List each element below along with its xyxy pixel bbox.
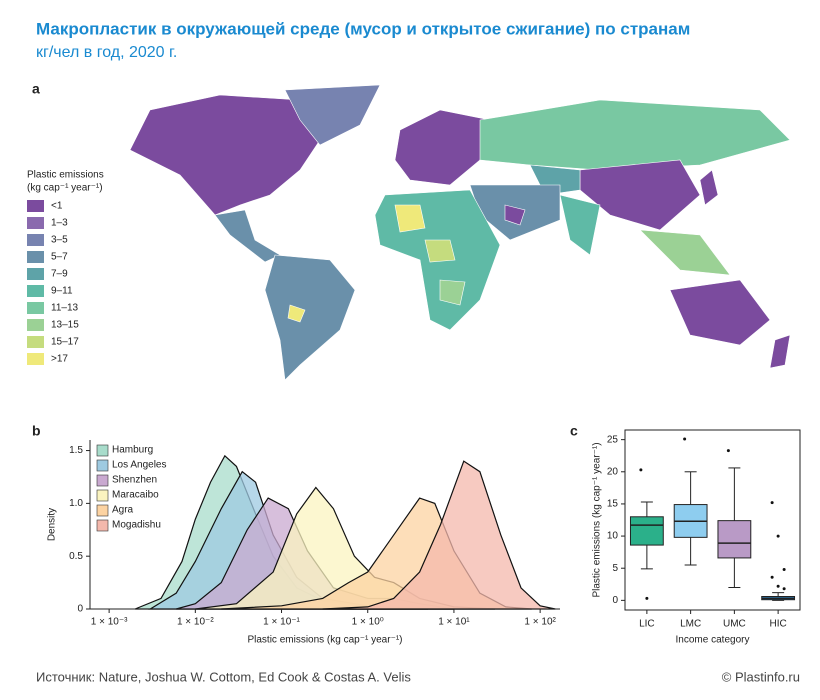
legend-label: Maracaibo (112, 490, 159, 501)
source: Источник: Nature, Joshua W. Cottom, Ed C… (36, 669, 411, 684)
x-axis-label: Plastic emissions (kg cap⁻¹ year⁻¹) (247, 635, 402, 646)
plot-frame (624, 429, 801, 611)
x-tick-label: 1 × 10⁻² (177, 617, 214, 628)
legend-label: 3–5 (51, 235, 68, 246)
outlier (639, 468, 643, 472)
outlier (776, 534, 780, 538)
legend-swatch (96, 504, 109, 517)
y-tick-label: 25 (607, 434, 619, 445)
outlier (782, 568, 786, 571)
box (717, 520, 752, 559)
panel-label: c (570, 423, 578, 439)
outlier (776, 584, 780, 588)
panel-label: b (32, 423, 41, 439)
world-map (129, 84, 791, 381)
legend-swatch (27, 285, 44, 297)
legend-swatch (27, 234, 44, 246)
legend-swatch (96, 489, 109, 502)
legend-swatch (27, 336, 44, 348)
legend-swatch (27, 217, 44, 229)
x-tick-label: 1 × 10¹ (438, 617, 470, 628)
x-tick-label: LMC (680, 619, 701, 630)
x-tick-label: LIC (639, 619, 655, 630)
x-tick-label: UMC (723, 619, 746, 630)
legend-label: <1 (51, 201, 63, 212)
legend-swatch (96, 459, 109, 472)
legend-label: Agra (112, 505, 134, 516)
x-tick-label: 1 × 10⁻³ (91, 617, 128, 628)
y-tick-label: 0.5 (69, 551, 83, 562)
legend-label: >17 (51, 354, 68, 365)
legend-swatch (27, 200, 44, 212)
legend-label: Mogadishu (112, 520, 161, 531)
legend-swatch (96, 444, 109, 457)
outlier (770, 501, 774, 505)
y-axis-label: Density (47, 508, 58, 541)
y-tick-label: 0 (77, 604, 83, 615)
outlier (770, 575, 774, 579)
legend-swatch (27, 251, 44, 263)
credit: © Plastinfo.ru (722, 669, 800, 684)
x-tick-label: 1 × 10² (524, 617, 556, 628)
legend-label: 11–13 (51, 303, 79, 314)
outlier (645, 596, 649, 600)
legend-swatch (27, 268, 44, 280)
legend-swatch (96, 519, 109, 532)
legend-label: 1–3 (51, 218, 68, 229)
y-tick-label: 15 (607, 499, 619, 510)
x-tick-label: 1 × 10⁻¹ (263, 617, 300, 628)
legend-label: Hamburg (112, 445, 153, 456)
outlier (683, 437, 687, 441)
legend-label: Shenzhen (112, 475, 157, 486)
legend-label: 5–7 (51, 252, 68, 263)
legend-label: 13–15 (51, 320, 79, 331)
y-tick-label: 1.5 (69, 445, 83, 456)
subtitle: кг/чел в год, 2020 г. (36, 44, 177, 61)
box (629, 516, 664, 546)
legend-swatch (27, 302, 44, 314)
outlier (782, 587, 786, 591)
y-axis-label: Plastic emissions (kg cap⁻¹ year⁻¹) (592, 442, 603, 597)
y-tick-label: 10 (607, 531, 619, 542)
x-axis-label: Income category (676, 635, 750, 646)
panel-label: a (32, 81, 40, 97)
legend-label: 9–11 (51, 286, 73, 297)
density-curve (322, 460, 556, 610)
legend-label: 15–17 (51, 337, 79, 348)
y-tick-label: 1.0 (69, 498, 83, 509)
outlier (726, 449, 730, 453)
legend-swatch (96, 474, 109, 487)
y-tick-label: 5 (612, 563, 618, 574)
legend-swatch (27, 353, 44, 365)
x-tick-label: HIC (770, 619, 787, 630)
legend-title: (kg cap⁻¹ year⁻¹) (27, 183, 103, 194)
y-tick-label: 20 (607, 466, 619, 477)
legend-swatch (27, 319, 44, 331)
title: Макропластик в окружающей среде (мусор и… (36, 19, 690, 38)
legend-title: Plastic emissions (27, 170, 104, 181)
legend-label: Los Angeles (112, 460, 167, 471)
y-tick-label: 0 (612, 595, 618, 606)
x-tick-label: 1 × 10⁰ (352, 617, 384, 628)
legend-label: 7–9 (51, 269, 68, 280)
